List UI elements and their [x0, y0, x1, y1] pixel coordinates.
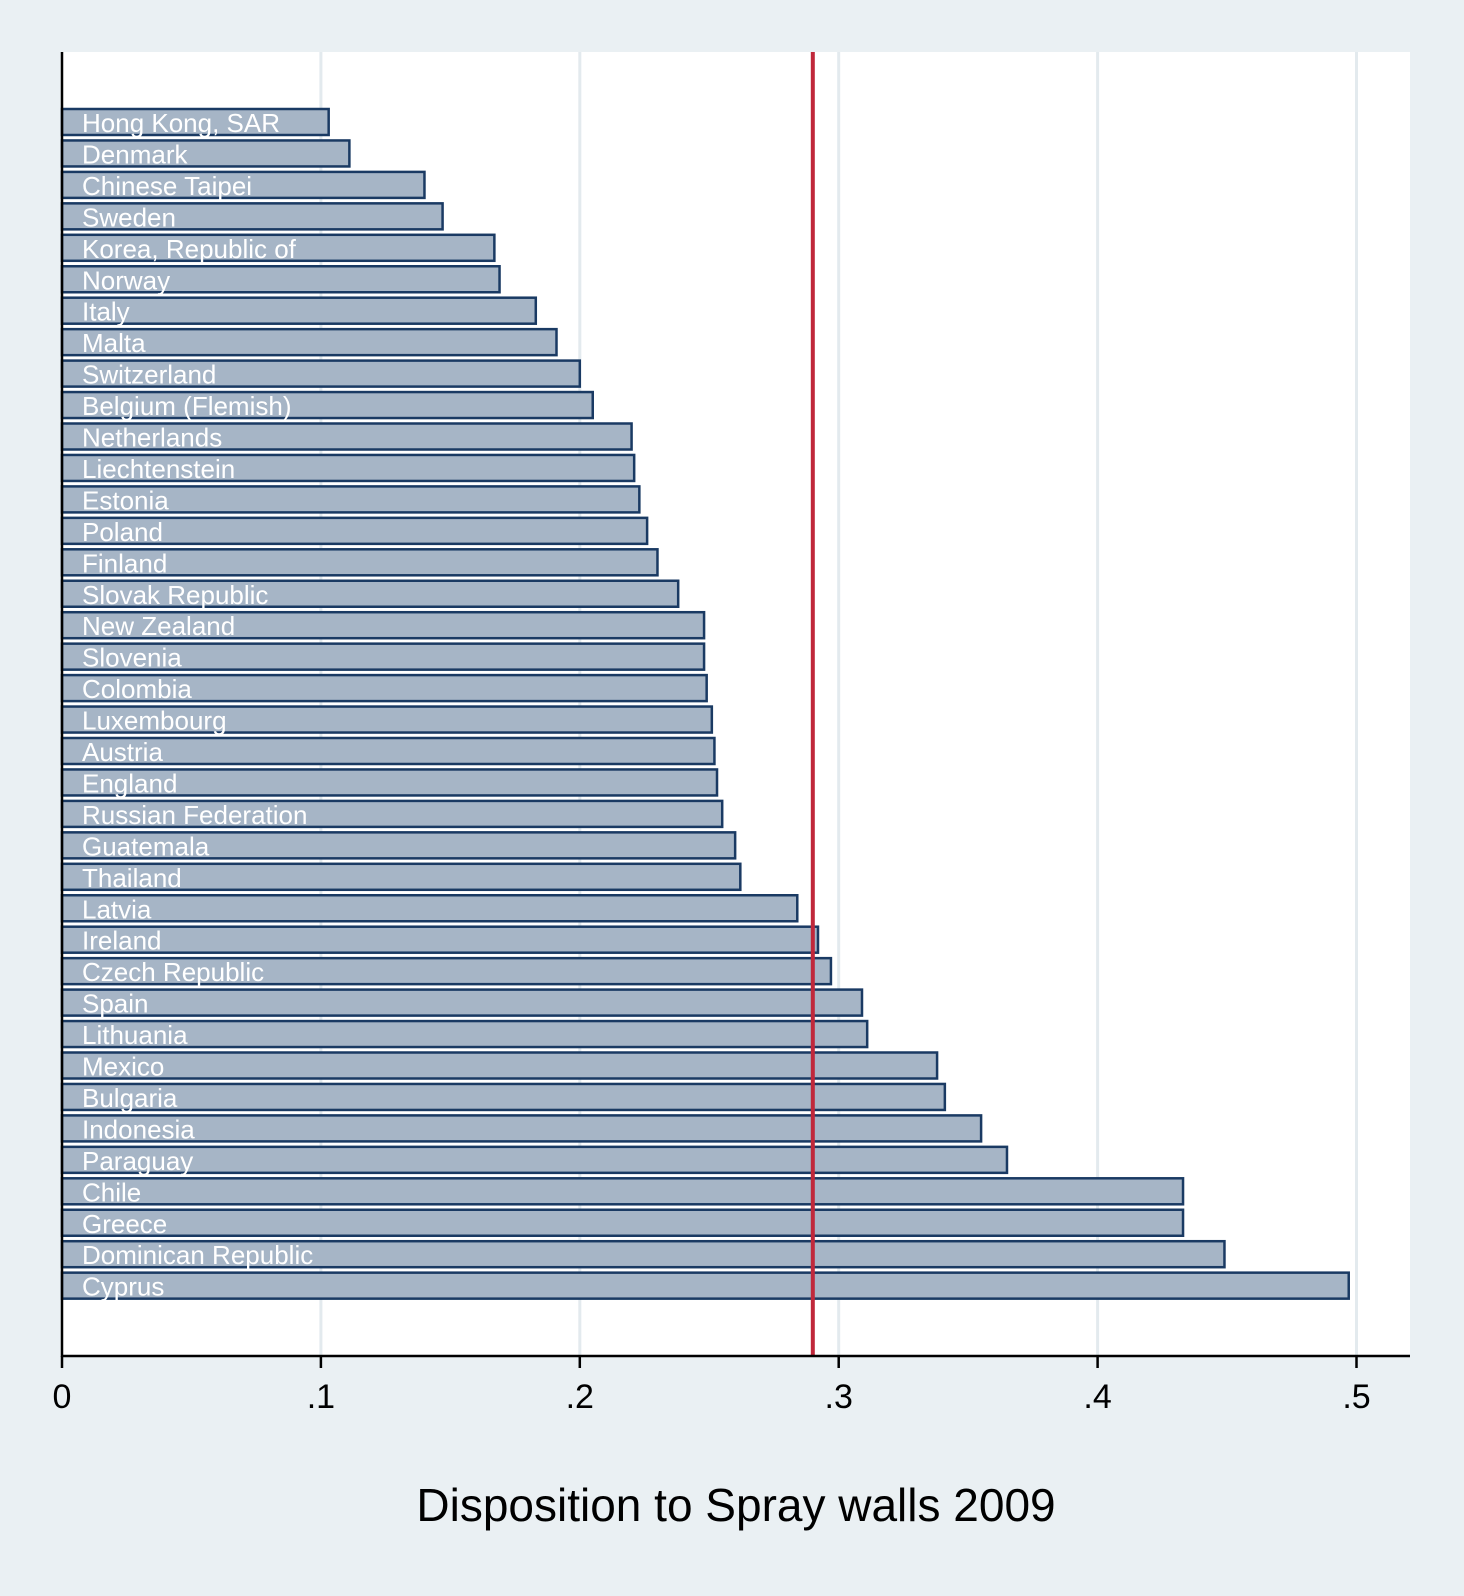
bar-label: Lithuania [82, 1020, 188, 1050]
bar [60, 610, 706, 640]
bar-label: Korea, Republic of [82, 234, 297, 264]
x-tick-label: .1 [307, 1378, 335, 1416]
bar [60, 831, 737, 860]
bar-label: Bulgaria [82, 1083, 178, 1113]
bar-label: Russian Federation [82, 800, 307, 830]
bar [60, 202, 444, 231]
bar [60, 736, 716, 766]
bar-label: Malta [82, 328, 146, 358]
bar-label: Netherlands [82, 423, 222, 453]
bar-label: Greece [82, 1209, 167, 1239]
bar [60, 296, 538, 325]
bar [60, 1208, 1185, 1237]
bar-label: Dominican Republic [82, 1240, 313, 1270]
bar-label: Chile [82, 1177, 141, 1207]
bar [60, 894, 799, 923]
bar [60, 1271, 1350, 1300]
bar [60, 327, 558, 357]
bar [60, 925, 820, 954]
bar-label: Cyprus [82, 1272, 164, 1302]
bar [60, 1177, 1185, 1206]
bar [60, 1051, 939, 1080]
bar-label: Luxembourg [82, 706, 227, 736]
bar-label: Denmark [82, 139, 188, 169]
bar [60, 1082, 947, 1112]
bar-label: Spain [82, 989, 149, 1019]
bar [60, 233, 496, 263]
x-tick-label: .5 [1342, 1378, 1370, 1416]
bar-label: Ireland [82, 926, 162, 956]
bar-label: Thailand [82, 863, 182, 893]
bar-label: Norway [82, 265, 170, 295]
x-tick-label: .3 [825, 1378, 853, 1416]
x-tick-label: .2 [566, 1378, 594, 1416]
bar [60, 170, 426, 200]
bar-label: Estonia [82, 485, 169, 515]
bar [60, 1114, 983, 1143]
bar-label: Sweden [82, 202, 176, 232]
bar [60, 956, 833, 986]
bar [60, 799, 724, 829]
bar [60, 548, 659, 577]
bar [60, 862, 742, 892]
x-axis-title: Disposition to Spray walls 2009 [416, 1479, 1055, 1531]
bar [60, 1239, 1226, 1269]
bar [60, 359, 582, 388]
axes: 0 .1 .2 .3 .4 .5 [53, 52, 1410, 1416]
bar [60, 1019, 869, 1049]
bar-label: Paraguay [82, 1146, 193, 1176]
bar-label: Liechtenstein [82, 454, 235, 484]
bar-label: Slovak Republic [82, 580, 268, 610]
bar [60, 705, 714, 734]
x-tick-label: .4 [1083, 1378, 1111, 1416]
bar-label: Czech Republic [82, 957, 264, 987]
bar [60, 988, 864, 1017]
bar [60, 1145, 1009, 1175]
bar-label: Guatemala [82, 831, 210, 861]
bar-label: Switzerland [82, 360, 216, 390]
bar-label: Belgium (Flemish) [82, 391, 292, 421]
bar [60, 642, 706, 671]
bar-label: Colombia [82, 674, 192, 704]
bar-label: Indonesia [82, 1114, 195, 1144]
bar [60, 422, 633, 451]
bar-label: Slovenia [82, 643, 182, 673]
bar-label: Chinese Taipei [82, 171, 252, 201]
bar-label: Mexico [82, 1052, 164, 1082]
bar-label: New Zealand [82, 611, 235, 641]
bar [60, 265, 501, 294]
bar-label: Finland [82, 548, 167, 578]
bar [60, 139, 351, 168]
bar-label: Italy [82, 297, 130, 327]
x-tick-label: 0 [53, 1378, 72, 1416]
bar-label: Latvia [82, 894, 152, 924]
bar-label: Hong Kong, SAR [82, 108, 280, 138]
bar-label: Poland [82, 517, 163, 547]
bar-label: Austria [82, 737, 163, 767]
bar-label: England [82, 768, 177, 798]
